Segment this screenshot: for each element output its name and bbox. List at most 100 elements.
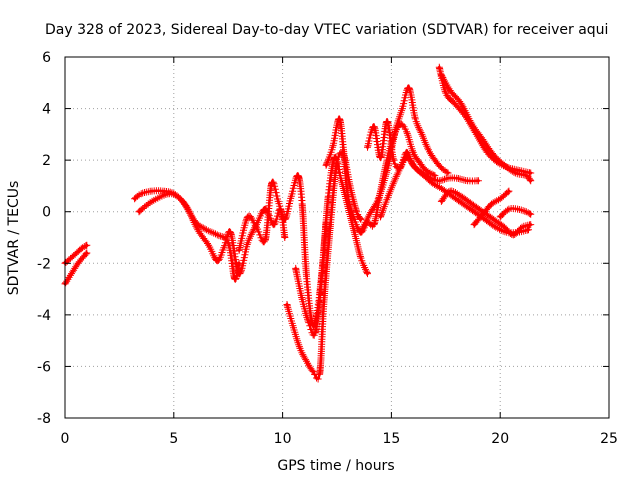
data-point (529, 179, 533, 183)
data-point (461, 202, 465, 206)
data-point (204, 228, 208, 232)
data-point (472, 223, 476, 227)
data-point (424, 168, 428, 172)
y-tick-label: 0 (42, 205, 51, 221)
data-point (246, 241, 250, 245)
y-tick-label: -2 (37, 256, 51, 272)
data-point (342, 148, 346, 152)
x-tick-label: 0 (61, 431, 70, 447)
y-tick-label: 4 (42, 102, 51, 118)
data-point (263, 238, 267, 242)
x-tick-label: 20 (491, 431, 509, 447)
data-point (485, 150, 489, 154)
data-point (379, 215, 383, 219)
data-point (352, 230, 356, 234)
series-arc-13 (470, 187, 513, 229)
x-tick-label: 25 (600, 431, 618, 447)
data-point (422, 174, 426, 178)
data-point (324, 163, 328, 167)
x-tick-label: 15 (382, 431, 400, 447)
data-point (372, 223, 376, 227)
data-point (459, 101, 463, 105)
data-point (413, 117, 417, 121)
data-point (80, 246, 84, 250)
data-point (511, 233, 515, 237)
axis-ticks (64, 56, 610, 419)
data-point (513, 171, 517, 175)
data-point (439, 199, 443, 203)
data-point (455, 176, 459, 180)
data-point (228, 230, 232, 234)
data-point (233, 277, 237, 281)
series-line (438, 66, 532, 175)
data-point (433, 158, 437, 162)
data-point (167, 192, 171, 196)
data-point (76, 261, 80, 265)
data-point (322, 300, 326, 304)
data-point (520, 225, 524, 229)
data-point (494, 225, 498, 229)
data-point (492, 153, 496, 157)
data-point (481, 138, 485, 142)
data-point (372, 125, 376, 129)
data-point (529, 212, 533, 216)
data-point (437, 179, 441, 183)
data-point (394, 127, 398, 131)
data-point (368, 212, 372, 216)
data-point (196, 228, 200, 232)
data-point (359, 256, 363, 260)
data-point (411, 150, 415, 154)
y-tick-label: 2 (42, 153, 51, 169)
data-point (387, 192, 391, 196)
chart-title: Day 328 of 2023, Sidereal Day-to-day VTE… (45, 22, 608, 38)
y-tick-label: 6 (42, 50, 51, 66)
data-point (276, 199, 280, 203)
data-point (313, 331, 317, 335)
series-line (440, 73, 532, 183)
tick-labels: 0 5 10 15 20 25 -8 -6 -4 -2 0 2 4 6 (37, 50, 618, 447)
data-point (529, 223, 533, 227)
data-point (222, 246, 226, 250)
data-point (85, 251, 89, 255)
data-point (307, 321, 311, 325)
data-point (237, 248, 241, 252)
data-point (291, 326, 295, 330)
data-series (61, 63, 535, 383)
data-point (392, 158, 396, 162)
data-point (524, 174, 528, 178)
data-point (483, 217, 487, 221)
data-point (379, 156, 383, 160)
data-point (446, 171, 450, 175)
data-point (503, 163, 507, 167)
data-point (448, 189, 452, 193)
data-point (320, 274, 324, 278)
x-axis-label: GPS time / hours (277, 458, 394, 474)
data-point (385, 168, 389, 172)
data-point (137, 210, 141, 214)
data-point (413, 166, 417, 170)
data-point (446, 176, 450, 180)
data-point (450, 194, 454, 198)
data-point (215, 259, 219, 263)
series-markers (496, 205, 535, 221)
data-point (420, 132, 424, 136)
data-point (331, 145, 335, 149)
data-point (405, 156, 409, 160)
series-arc-16 (437, 71, 535, 185)
series-markers (435, 63, 535, 177)
data-point (300, 297, 304, 301)
data-point (289, 194, 293, 198)
series-arc-15 (435, 63, 535, 177)
data-point (476, 179, 480, 183)
data-point (85, 243, 89, 247)
data-point (178, 197, 182, 201)
data-point (139, 192, 143, 196)
data-point (270, 181, 274, 185)
series-line (237, 174, 328, 327)
data-point (294, 266, 298, 270)
data-point (426, 148, 430, 152)
data-point (472, 210, 476, 214)
data-point (254, 225, 258, 229)
data-point (355, 210, 359, 214)
